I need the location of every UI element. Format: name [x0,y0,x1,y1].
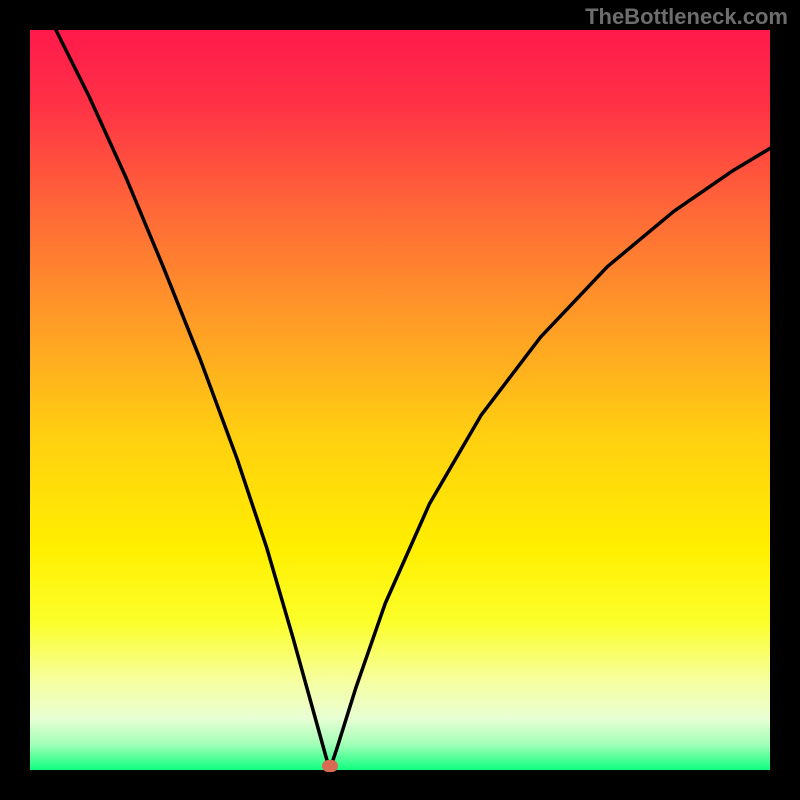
chart-area [30,30,770,770]
bottleneck-curve [30,30,770,770]
curve-path [56,30,770,770]
optimum-marker [322,760,338,772]
watermark-text: TheBottleneck.com [585,4,788,30]
